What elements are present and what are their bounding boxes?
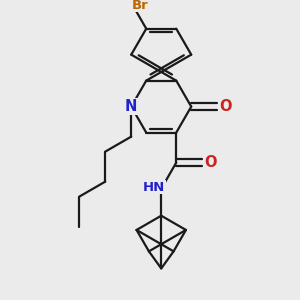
- Text: O: O: [204, 155, 217, 170]
- Text: Br: Br: [132, 0, 148, 12]
- Text: HN: HN: [143, 181, 165, 194]
- Text: N: N: [125, 99, 137, 114]
- Text: O: O: [219, 99, 232, 114]
